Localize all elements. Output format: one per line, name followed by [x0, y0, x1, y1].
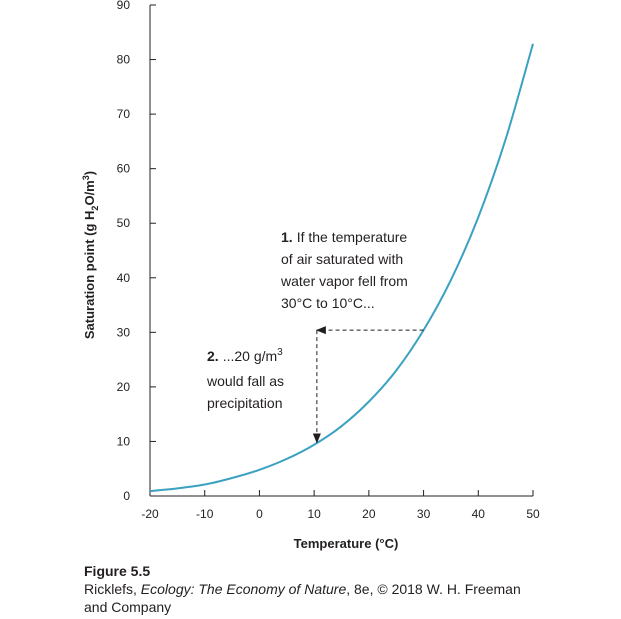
y-tick-label: 80 [117, 53, 131, 67]
x-tick-label: 30 [417, 507, 431, 521]
y-tick-label: 20 [117, 380, 131, 394]
y-tick-label: 90 [117, 0, 131, 12]
x-axis: -20 -10 0 10 20 30 40 50 [141, 490, 540, 521]
y-tick-label: 50 [117, 216, 131, 230]
x-tick-label: -10 [196, 507, 214, 521]
y-tick-label: 30 [117, 325, 131, 339]
y-tick-label: 0 [123, 489, 130, 503]
y-tick-label: 60 [117, 162, 131, 176]
caption-title: Figure 5.5 [84, 563, 151, 579]
x-tick-label: 40 [472, 507, 486, 521]
arrows [312, 326, 424, 444]
x-tick-label: 20 [362, 507, 376, 521]
x-tick-label: 0 [256, 507, 263, 521]
figure-caption: Figure 5.5 Ricklefs, Ecology: The Econom… [84, 562, 584, 616]
annotation-1: 1. If the temperature of air saturated wi… [280, 229, 412, 311]
y-tick-label: 40 [117, 271, 131, 285]
saturation-curve [149, 43, 534, 493]
caption-line-1: Ricklefs, Ecology: The Economy of Nature… [84, 581, 521, 597]
annotation-2: 2. ...20 g/m3 would fall as precipitation [206, 342, 288, 411]
x-tick-label: 10 [307, 507, 321, 521]
y-tick-label: 70 [117, 107, 131, 121]
chart: 0 10 20 30 40 50 60 70 80 90 -20 -10 0 10 20 30 40 50 Te… [81, 0, 540, 551]
x-tick-label: -20 [141, 507, 159, 521]
x-tick-label: 50 [526, 507, 540, 521]
caption-book-title: Ecology: The Economy of Nature [140, 581, 347, 597]
y-axis-title: Saturation point (g H2O/m3) [81, 171, 100, 339]
caption-line-2: and Company [84, 599, 172, 615]
y-tick-label: 10 [117, 434, 131, 448]
y-axis: 0 10 20 30 40 50 60 70 80 90 [117, 0, 156, 503]
x-axis-title: Temperature (°C) [294, 536, 399, 551]
